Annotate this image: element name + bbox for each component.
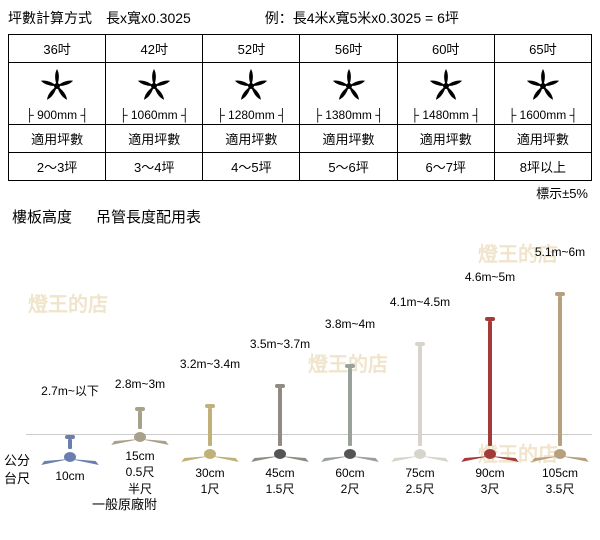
chi-label: 1尺 bbox=[178, 480, 242, 497]
col-ping: 8坪以上 bbox=[494, 153, 591, 181]
formula-line: 坪數計算方式 長x寬x0.3025 例：長4米x寬5米x0.3025 = 6坪 bbox=[8, 8, 592, 28]
col-ping: 4～5坪 bbox=[203, 153, 300, 181]
fan-unit: 3.2m~3.4m 30cm 1尺 bbox=[178, 404, 242, 497]
col-apply: 適用坪數 bbox=[300, 125, 397, 153]
watermark: 燈王的店 bbox=[28, 288, 108, 317]
col-apply: 適用坪數 bbox=[203, 125, 300, 153]
rod bbox=[278, 388, 282, 446]
chi-label: 2尺 bbox=[318, 480, 382, 497]
cm-label: 75cm bbox=[388, 466, 452, 480]
fan-unit: 4.1m~4.5m 75cm 2.5尺 bbox=[388, 342, 452, 497]
range-label: 4.6m~5m bbox=[450, 270, 530, 284]
range-label: 4.1m~4.5m bbox=[380, 295, 460, 309]
chi-label: 2.5尺 bbox=[388, 480, 452, 497]
col-fan-icon: ├ 1380mm ┤ bbox=[300, 63, 397, 125]
col-inch: 36吋 bbox=[9, 35, 106, 63]
cm-label: 15cm bbox=[108, 449, 172, 463]
chart-title: 樓板高度吊管長度配用表 bbox=[12, 206, 592, 227]
chi-label: 3.5尺 bbox=[528, 480, 592, 497]
col-apply: 適用坪數 bbox=[106, 125, 203, 153]
col-fan-icon: ├ 1480mm ┤ bbox=[397, 63, 494, 125]
rod bbox=[138, 411, 142, 429]
range-label: 5.1m~6m bbox=[520, 245, 600, 259]
rod bbox=[68, 439, 72, 449]
chi-label: 3尺 bbox=[458, 480, 522, 497]
range-label: 3.5m~3.7m bbox=[240, 337, 320, 351]
range-label: 2.7m~以下 bbox=[30, 382, 110, 399]
fan-unit: 2.8m~3m 15cm 0.5尺半尺 bbox=[108, 407, 172, 497]
size-table: 36吋42吋52吋56吋60吋65吋 ├ 900mm ┤├ 1060mm ┤├ … bbox=[8, 34, 592, 181]
cm-label: 10cm bbox=[38, 469, 102, 483]
rod bbox=[418, 346, 422, 446]
formula-label: 坪數計算方式 長x寬x0.3025 bbox=[8, 10, 191, 26]
col-ping: 5～6坪 bbox=[300, 153, 397, 181]
col-fan-icon: ├ 1600mm ┤ bbox=[494, 63, 591, 125]
col-apply: 適用坪數 bbox=[494, 125, 591, 153]
fan-unit: 3.5m~3.7m 45cm 1.5尺 bbox=[248, 384, 312, 497]
fan-unit: 4.6m~5m 90cm 3尺 bbox=[458, 317, 522, 497]
rod bbox=[558, 296, 562, 446]
rod-length-chart: 公分 台尺 燈王的店燈王的店燈王的店燈王的店 2.7m~以下 10cm 2.8m… bbox=[8, 229, 592, 497]
col-inch: 56吋 bbox=[300, 35, 397, 63]
range-label: 2.8m~3m bbox=[100, 377, 180, 391]
col-inch: 65吋 bbox=[494, 35, 591, 63]
range-label: 3.2m~3.4m bbox=[170, 357, 250, 371]
col-fan-icon: ├ 900mm ┤ bbox=[9, 63, 106, 125]
col-apply: 適用坪數 bbox=[9, 125, 106, 153]
factory-note: 一般原廠附 bbox=[92, 494, 157, 513]
col-fan-icon: ├ 1060mm ┤ bbox=[106, 63, 203, 125]
cm-label: 30cm bbox=[178, 466, 242, 480]
col-inch: 52吋 bbox=[203, 35, 300, 63]
rod bbox=[488, 321, 492, 446]
chi-label: 0.5尺半尺 bbox=[108, 463, 172, 497]
tolerance-note: 標示±5% bbox=[8, 183, 588, 202]
rod bbox=[208, 408, 212, 446]
fan-unit: 2.7m~以下 10cm bbox=[38, 435, 102, 497]
col-fan-icon: ├ 1280mm ┤ bbox=[203, 63, 300, 125]
chi-label: 1.5尺 bbox=[248, 480, 312, 497]
cm-label: 105cm bbox=[528, 466, 592, 480]
cm-label: 45cm bbox=[248, 466, 312, 480]
col-ping: 2～3坪 bbox=[9, 153, 106, 181]
fan-unit: 3.8m~4m 60cm 2尺 bbox=[318, 364, 382, 497]
cm-label: 60cm bbox=[318, 466, 382, 480]
formula-example: 例：長4米x寬5米x0.3025 = 6坪 bbox=[265, 10, 459, 26]
col-ping: 6～7坪 bbox=[397, 153, 494, 181]
col-inch: 60吋 bbox=[397, 35, 494, 63]
col-apply: 適用坪數 bbox=[397, 125, 494, 153]
axis-chi-label: 台尺 bbox=[4, 468, 30, 487]
cm-label: 90cm bbox=[458, 466, 522, 480]
col-inch: 42吋 bbox=[106, 35, 203, 63]
rod bbox=[348, 368, 352, 446]
col-ping: 3～4坪 bbox=[106, 153, 203, 181]
axis-cm-label: 公分 bbox=[4, 450, 30, 469]
fan-unit: 5.1m~6m 105cm 3.5尺 bbox=[528, 292, 592, 497]
range-label: 3.8m~4m bbox=[310, 317, 390, 331]
